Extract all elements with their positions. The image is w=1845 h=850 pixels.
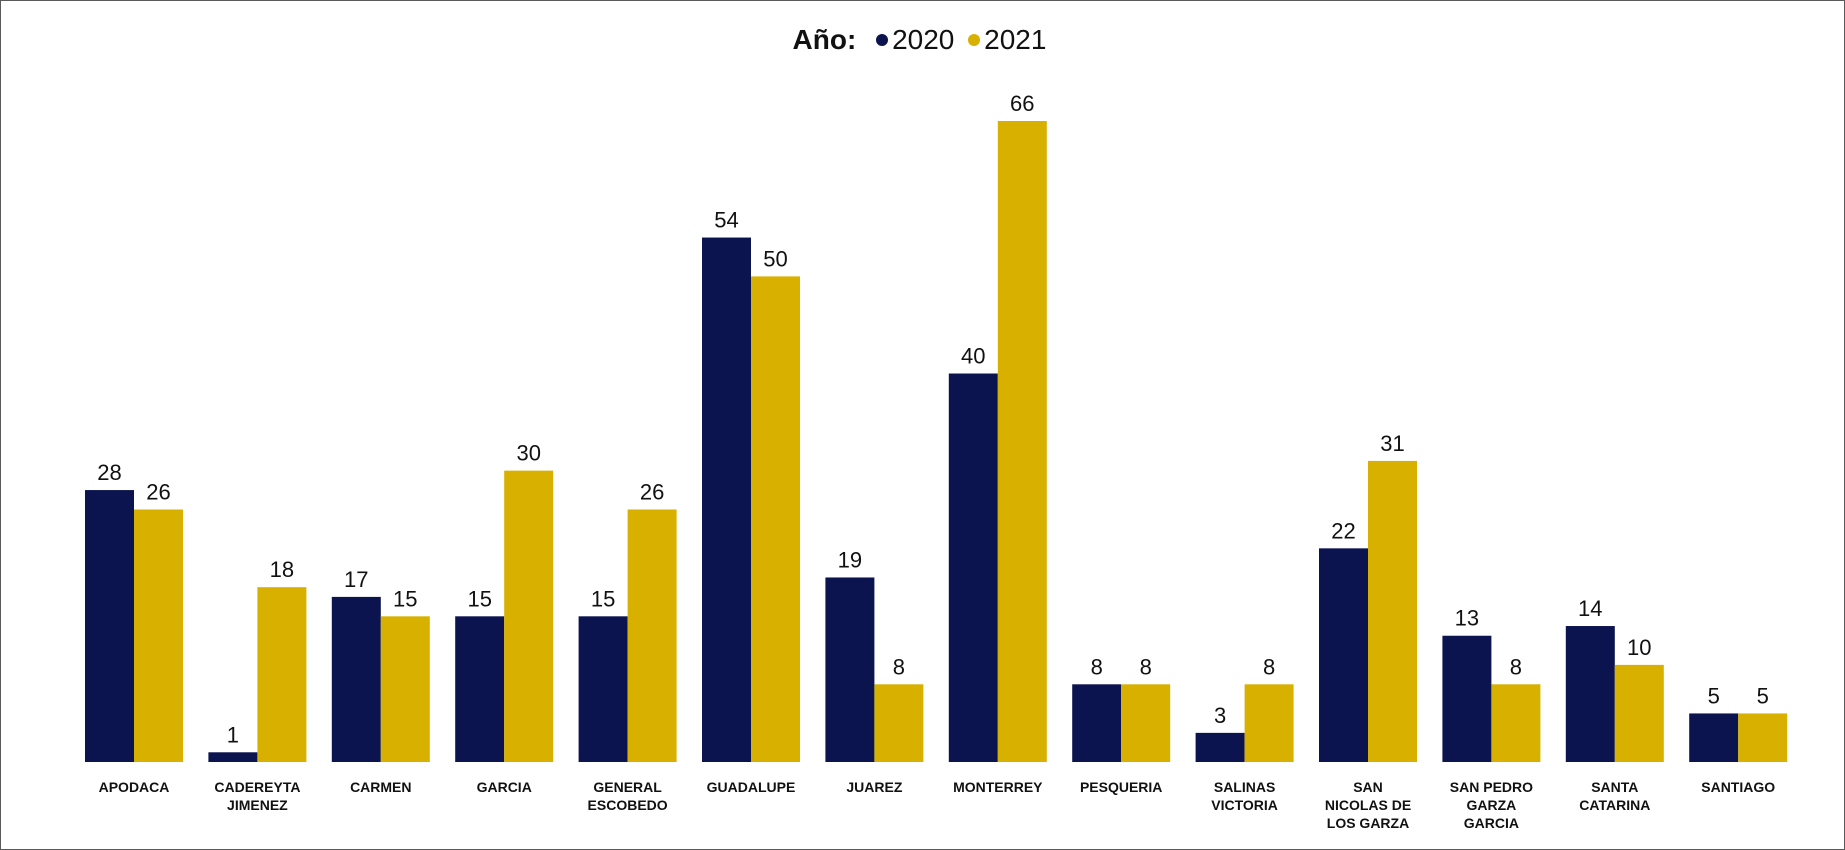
bar-2020-6 — [825, 577, 875, 762]
data-label-2021-0: 26 — [146, 479, 170, 504]
legend-item-2020: 2020 — [876, 24, 962, 55]
data-label-2021-3: 30 — [516, 441, 540, 466]
bar-2021-8 — [1121, 684, 1171, 762]
data-label-2021-5: 50 — [763, 246, 787, 271]
category-label-3-0: GARCIA — [477, 779, 532, 795]
data-label-2021-6: 8 — [893, 654, 905, 679]
data-label-2021-10: 31 — [1380, 431, 1404, 456]
data-label-2020-2: 17 — [344, 567, 368, 592]
bar-2021-3 — [504, 470, 554, 762]
bar-2021-4 — [627, 509, 677, 762]
data-label-2021-2: 15 — [393, 586, 417, 611]
bar-2021-5 — [751, 276, 800, 762]
data-label-2021-1: 18 — [270, 557, 294, 582]
bar-2021-10 — [1368, 460, 1417, 762]
bar-2021-11 — [1491, 684, 1541, 762]
bar-2020-13 — [1689, 713, 1739, 762]
data-label-2021-11: 8 — [1510, 654, 1522, 679]
legend-label-2020: 2020 — [892, 24, 955, 55]
legend: Año: 2020 2021 — [0, 22, 1845, 58]
category-label-7-0: MONTERREY — [953, 779, 1043, 795]
category-label-1-1: JIMENEZ — [227, 797, 288, 813]
data-label-2021-12: 10 — [1627, 635, 1651, 660]
bar-2021-13 — [1738, 713, 1788, 762]
category-label-5-0: GUADALUPE — [707, 779, 796, 795]
data-label-2020-7: 40 — [961, 344, 985, 369]
category-label-2-0: CARMEN — [350, 779, 411, 795]
category-label-0-0: APODACA — [99, 779, 170, 795]
legend-label-2021: 2021 — [984, 24, 1047, 55]
legend-item-2021: 2021 — [968, 24, 1046, 55]
category-label-12-1: CATARINA — [1579, 797, 1650, 813]
bar-2021-12 — [1614, 664, 1664, 762]
category-label-8-0: PESQUERIA — [1080, 779, 1162, 795]
data-label-2020-12: 14 — [1578, 596, 1602, 621]
data-label-2020-11: 13 — [1455, 606, 1479, 631]
category-label-10-0: SAN — [1353, 779, 1383, 795]
category-label-11-0: SAN PEDRO — [1450, 779, 1533, 795]
category-label-12-0: SANTA — [1591, 779, 1638, 795]
data-label-2020-6: 19 — [838, 547, 862, 572]
legend-title: Año: — [792, 24, 857, 55]
bar-2020-11 — [1442, 635, 1492, 762]
data-label-2020-0: 28 — [97, 460, 121, 485]
bar-2020-1 — [208, 752, 258, 762]
data-label-2021-8: 8 — [1140, 654, 1152, 679]
bar-2021-7 — [997, 121, 1047, 762]
data-label-2020-4: 15 — [591, 586, 615, 611]
category-label-13-0: SANTIAGO — [1701, 779, 1775, 795]
bar-2020-8 — [1072, 684, 1122, 762]
legend-marker-2021 — [968, 34, 981, 46]
bar-2020-12 — [1565, 626, 1615, 762]
category-label-9-0: SALINAS — [1214, 779, 1275, 795]
category-label-9-1: VICTORIA — [1211, 797, 1278, 813]
bar-2021-6 — [874, 684, 924, 762]
data-label-2021-9: 8 — [1263, 654, 1275, 679]
bar-2021-0 — [134, 509, 183, 762]
bar-2020-4 — [578, 616, 628, 762]
category-label-4-0: GENERAL — [593, 779, 662, 795]
data-label-2020-1: 1 — [227, 722, 239, 747]
category-label-11-1: GARZA — [1467, 797, 1517, 813]
bar-2020-2 — [331, 596, 381, 762]
bar-2020-0 — [85, 490, 134, 762]
data-label-2020-5: 54 — [714, 208, 738, 233]
data-label-2021-7: 66 — [1010, 91, 1034, 116]
category-label-10-1: NICOLAS DE — [1325, 797, 1411, 813]
data-label-2020-9: 3 — [1214, 703, 1226, 728]
data-label-2020-3: 15 — [467, 586, 491, 611]
bar-2020-9 — [1195, 732, 1245, 762]
category-label-6-0: JUAREZ — [846, 779, 902, 795]
data-label-2020-10: 22 — [1331, 518, 1355, 543]
bar-2021-2 — [380, 616, 430, 762]
data-label-2021-13: 5 — [1757, 683, 1769, 708]
legend-marker-2020 — [876, 34, 889, 46]
bar-2021-9 — [1244, 684, 1294, 762]
category-label-4-1: ESCOBEDO — [588, 797, 668, 813]
bar-2021-1 — [257, 587, 307, 762]
data-label-2020-8: 8 — [1091, 654, 1103, 679]
data-label-2020-13: 5 — [1708, 683, 1720, 708]
data-label-2021-4: 26 — [640, 479, 664, 504]
bar-2020-3 — [455, 616, 505, 762]
bar-2020-10 — [1319, 548, 1368, 762]
category-label-11-2: GARCIA — [1464, 815, 1519, 831]
category-label-10-2: LOS GARZA — [1327, 815, 1409, 831]
category-label-1-0: CADEREYTA — [214, 779, 300, 795]
bar-2020-5 — [702, 237, 751, 762]
bar-2020-7 — [948, 373, 998, 762]
